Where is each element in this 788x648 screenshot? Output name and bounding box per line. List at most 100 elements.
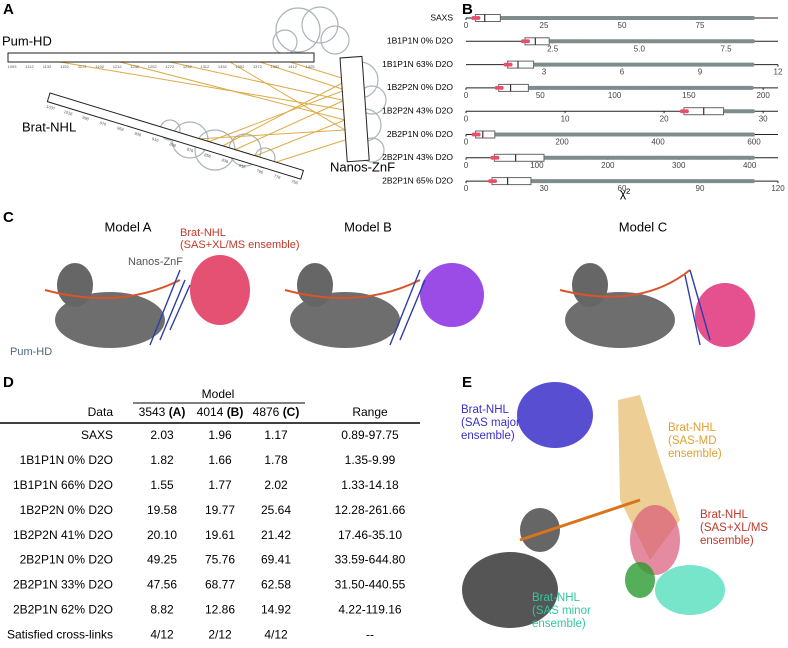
table-cell: 1.77 [208,478,232,492]
table-cell: 1.96 [208,428,232,442]
panel-label: A [3,1,14,18]
ensemble-label: Brat-NHL [461,404,510,416]
box [491,177,532,186]
ensemble-label: ensemble) [700,535,754,547]
tick-label: 0 [464,138,469,147]
table-cell: 2.02 [264,478,288,492]
column-header: 4014 (B) [197,405,244,419]
table-cell: 68.77 [205,578,235,592]
tick-label: 0 [464,114,469,123]
ruler-label: 1232 [130,64,140,69]
ruler-label: 756 [291,179,300,186]
table-cell: 1.66 [208,453,232,467]
structures [44,255,755,348]
row-label: 1B1P1N 63% D2O [382,59,453,69]
panel-d: D Model Data 3543 (A) 4014 (B) 4876 (C) Rang… [0,374,420,641]
ruler-label: 1425 [306,64,316,69]
ruler-label: 936 [134,131,143,138]
ruler-label: 896 [169,141,178,148]
ruler-label: 1412 [288,64,298,69]
ruler-label: 1152 [60,64,69,69]
tick-label: 100 [608,91,622,100]
nanos-ruler [339,55,370,163]
header-model: (A) [169,405,186,419]
table-cell: 49.25 [147,553,177,567]
table-cell: 62.58 [261,578,291,592]
table-cell: 1B1P1N 66% D2O [13,478,113,492]
column-header: 4876 (C) [253,405,300,419]
model-point [499,85,504,90]
row-label: 2B2P1N 43% D2O [382,152,453,162]
ruler-label: 1352 [235,64,245,69]
table-cell: 19.77 [205,503,235,517]
ensemble-label: (SAS-MD [668,435,717,447]
ensemble-label: (SAS minor [532,605,591,617]
table-cell: 2/12 [208,627,232,641]
tick-label: 75 [696,21,705,30]
structures [462,382,725,628]
table-cell: 4/12 [150,627,174,641]
ruler-label: 776 [273,173,282,180]
ensemble-label: ensemble) [532,618,586,630]
panel-a: A 1037 1016 996 976 956 936 916 896 876 856 836 816… [2,1,395,186]
brat-ruler-group: 1037 1016 996 976 956 936 916 896 876 856 836 816 79… [46,92,305,186]
model-point [493,179,497,184]
ruler-label: 1037 [46,104,57,112]
table-cell: 1B1P1N 0% D2O [20,453,113,467]
header-text: 4014 [197,405,224,419]
tick-label: 300 [672,161,686,170]
tick-label: 60 [618,184,627,193]
model-point [476,16,481,20]
table-cell: 2B2P1N 62% D2O [13,602,113,616]
column-header: 3543 (A) [139,405,186,419]
tick-label: 200 [756,91,770,100]
column-header: Range [352,405,388,419]
table-cell: 47.56 [147,578,177,592]
ruler-label: 1252 [148,64,158,69]
ruler-label: 876 [186,147,195,154]
tick-label: 600 [747,138,761,147]
table-cell: 1.78 [264,453,288,467]
table-cell: 1B2P2N 41% D2O [13,528,113,542]
ruler-label: 1312 [200,64,210,69]
x-axis-label: χ² [620,186,630,200]
tick-label: 0 [464,161,469,170]
ensemble-label: Brat-NHL [700,509,749,521]
row-label: 2B2P1N 65% D2O [382,175,453,185]
ensemble-label: (SAS major [461,417,520,429]
model-point [495,155,500,160]
table-cell: SAXS [81,428,113,442]
row-label: SAXS [430,12,453,22]
tick-label: 30 [540,184,549,193]
table-cell: Satisfied cross-links [7,627,113,641]
tick-label: 200 [601,161,615,170]
model-title: Model C [619,219,667,234]
pum-label: Pum-HD [10,346,52,358]
table-cell: 19.61 [205,528,235,542]
ensemble-label: Brat-NHL [532,592,581,604]
table-cell: 33.59-644.80 [335,553,406,567]
panel-label: C [3,209,14,226]
tick-label: 2.5 [547,44,559,53]
tick-label: 90 [696,184,705,193]
ruler-label: 796 [256,168,265,175]
ensemble-label: ensemble) [668,448,722,460]
panel-e: E Brat-NHL(SAS majorensemble)Brat-NHL(SA… [461,374,768,630]
table-cell: 17.46-35.10 [338,528,402,542]
tick-label: 120 [771,184,785,193]
tick-label: 5.0 [634,44,646,53]
tick-label: 400 [651,138,665,147]
header-text: 4876 [253,405,280,419]
ruler-label: 916 [151,136,160,143]
tick-label: 50 [618,21,627,30]
tick-label: 400 [743,161,757,170]
tick-label: 9 [698,68,703,77]
tick-label: 6 [620,68,625,77]
tick-label: 3 [542,68,547,77]
model-title: Model B [344,219,392,234]
tick-label: 0 [464,21,469,30]
model-point [684,109,689,114]
row-label: 1B2P2N 43% D2O [382,105,453,115]
tick-label: 7.5 [720,44,732,53]
